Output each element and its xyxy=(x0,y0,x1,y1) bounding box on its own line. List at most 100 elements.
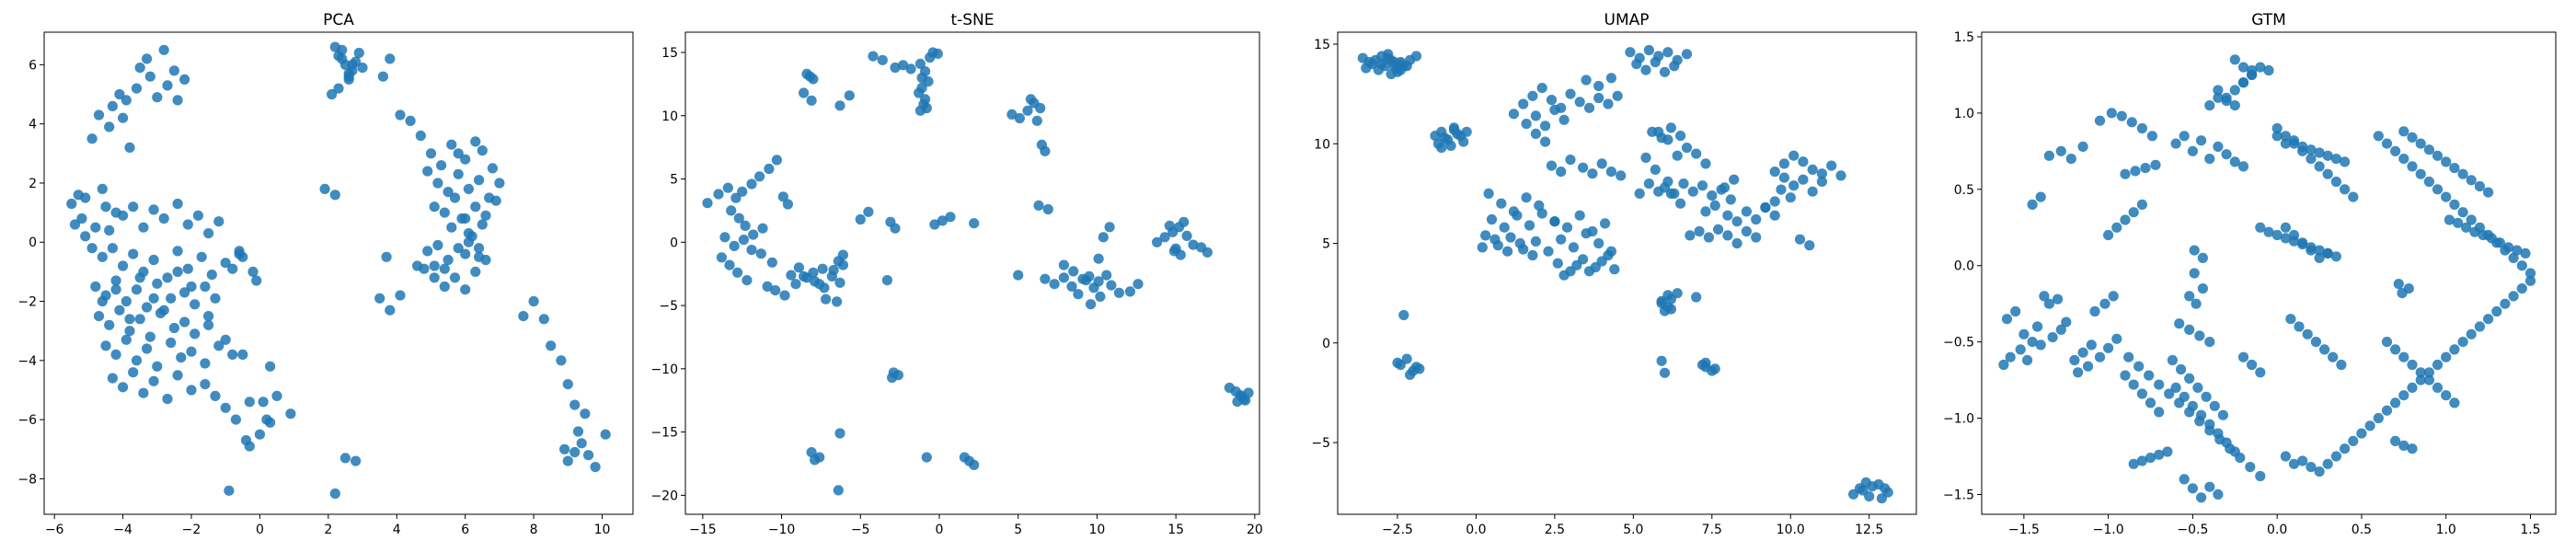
scatter-point xyxy=(1556,167,1567,178)
scatter-point xyxy=(1816,168,1827,179)
scatter-point xyxy=(453,148,464,159)
x-tick-label: −4 xyxy=(113,523,132,537)
scatter-point xyxy=(2145,397,2156,408)
scatter-point xyxy=(240,435,252,446)
panel-title: UMAP xyxy=(1604,11,1650,29)
scatter-point xyxy=(179,287,190,298)
scatter-point xyxy=(1675,198,1686,209)
scatter-point xyxy=(2237,77,2249,88)
y-tick-label: 15 xyxy=(661,46,678,61)
scatter-point xyxy=(1656,355,1667,366)
scatter-point xyxy=(1625,47,1636,58)
scatter-point xyxy=(1725,194,1736,205)
scatter-point xyxy=(1659,66,1671,77)
x-tick-label: 15 xyxy=(1167,523,1184,537)
scatter-point xyxy=(2314,161,2325,172)
scatter-point xyxy=(1486,213,1498,225)
scatter-point xyxy=(590,462,601,473)
scatter-point xyxy=(1556,234,1567,245)
scatter-point xyxy=(2184,324,2195,335)
scatter-point xyxy=(1794,234,1806,245)
x-tick-label: 0.0 xyxy=(1466,523,1486,537)
scatter-point xyxy=(453,168,464,179)
scatter-point xyxy=(722,182,733,193)
scatter-point xyxy=(2415,168,2426,179)
scatter-point xyxy=(1093,253,1104,264)
scatter-point xyxy=(158,305,169,316)
scatter-point xyxy=(2330,176,2341,188)
panel-umap: UMAP −2.5 0.0 2.5 5.0 7.5 10.0 12.5 −5 0 5 10 15 xyxy=(1311,11,1917,537)
scatter-point xyxy=(456,213,467,224)
scatter-point xyxy=(569,446,581,458)
scatter-point xyxy=(2154,407,2165,418)
scatter-point xyxy=(1665,122,1676,133)
scatter-point xyxy=(2322,150,2333,161)
scatter-point xyxy=(2457,337,2468,348)
scatter-point xyxy=(1700,206,1711,217)
scatter-point xyxy=(100,201,111,213)
scatter-point xyxy=(1410,51,1422,62)
scatter-point xyxy=(1731,237,1742,249)
scatter-point xyxy=(182,263,193,274)
scatter-point xyxy=(898,60,909,71)
scatter-point xyxy=(1694,225,1705,237)
scatter-point xyxy=(2306,242,2317,253)
y-tick-label: 15 xyxy=(1314,38,1330,52)
y-tick-label: 6 xyxy=(29,58,37,73)
scatter-point xyxy=(1769,167,1780,178)
scatter-point xyxy=(93,109,105,121)
scatter-point xyxy=(73,190,84,201)
panel-title: GTM xyxy=(2251,11,2286,29)
scatter-point xyxy=(128,367,139,378)
scatter-point xyxy=(182,219,193,230)
scatter-point xyxy=(2348,435,2359,446)
scatter-point xyxy=(1104,222,1115,233)
scatter-point xyxy=(1458,136,1469,147)
scatter-point xyxy=(93,311,105,322)
scatter-point xyxy=(2111,333,2122,344)
scatter-point xyxy=(2128,458,2139,469)
scatter-point xyxy=(748,229,759,240)
x-tick-label: 10.0 xyxy=(1777,523,1805,537)
scatter-point xyxy=(2356,428,2367,439)
scatter-point xyxy=(937,215,948,226)
scatter-point xyxy=(97,251,108,262)
scatter-point xyxy=(2187,483,2198,494)
scatter-point xyxy=(1662,47,1673,58)
x-tick-label: −15 xyxy=(689,523,717,537)
scatter-point xyxy=(131,355,143,366)
scatter-point xyxy=(538,314,549,325)
axes-frame xyxy=(684,31,1260,515)
scatter-point xyxy=(2213,92,2224,103)
y-axis-ticks: −8 −6 −4 −2 0 2 4 6 xyxy=(17,58,44,487)
x-axis-ticks: −15 −10 −5 0 5 10 15 20 xyxy=(689,514,1263,537)
scatter-point xyxy=(152,278,163,289)
scatter-point xyxy=(569,399,581,410)
scatter-point xyxy=(2263,64,2274,76)
scatter-point xyxy=(2330,251,2341,262)
scatter-point xyxy=(2187,400,2198,411)
scatter-point xyxy=(1395,360,1406,371)
scatter-point xyxy=(2340,156,2351,167)
scatter-point xyxy=(446,222,457,233)
scatter-point xyxy=(244,397,255,408)
scatter-point xyxy=(480,254,491,266)
scatter-point xyxy=(733,213,744,224)
scatter-point xyxy=(1098,232,1109,243)
scatter-point xyxy=(2247,64,2258,76)
scatter-point xyxy=(2179,391,2190,402)
scatter-point xyxy=(1558,270,1570,281)
scatter-point xyxy=(724,259,735,270)
scatter-point xyxy=(804,71,816,82)
y-tick-label: 1.5 xyxy=(1954,30,1974,45)
scatter-point xyxy=(463,236,474,247)
scatter-point xyxy=(1596,256,1607,267)
scatter-point xyxy=(1593,80,1604,92)
scatter-point xyxy=(832,296,843,307)
scatter-point xyxy=(2441,156,2452,167)
scatter-point xyxy=(124,314,135,325)
scatter-point xyxy=(100,340,111,351)
scatter-point xyxy=(2035,191,2046,202)
scatter-point xyxy=(2247,359,2258,371)
scatter-point xyxy=(2245,462,2256,473)
